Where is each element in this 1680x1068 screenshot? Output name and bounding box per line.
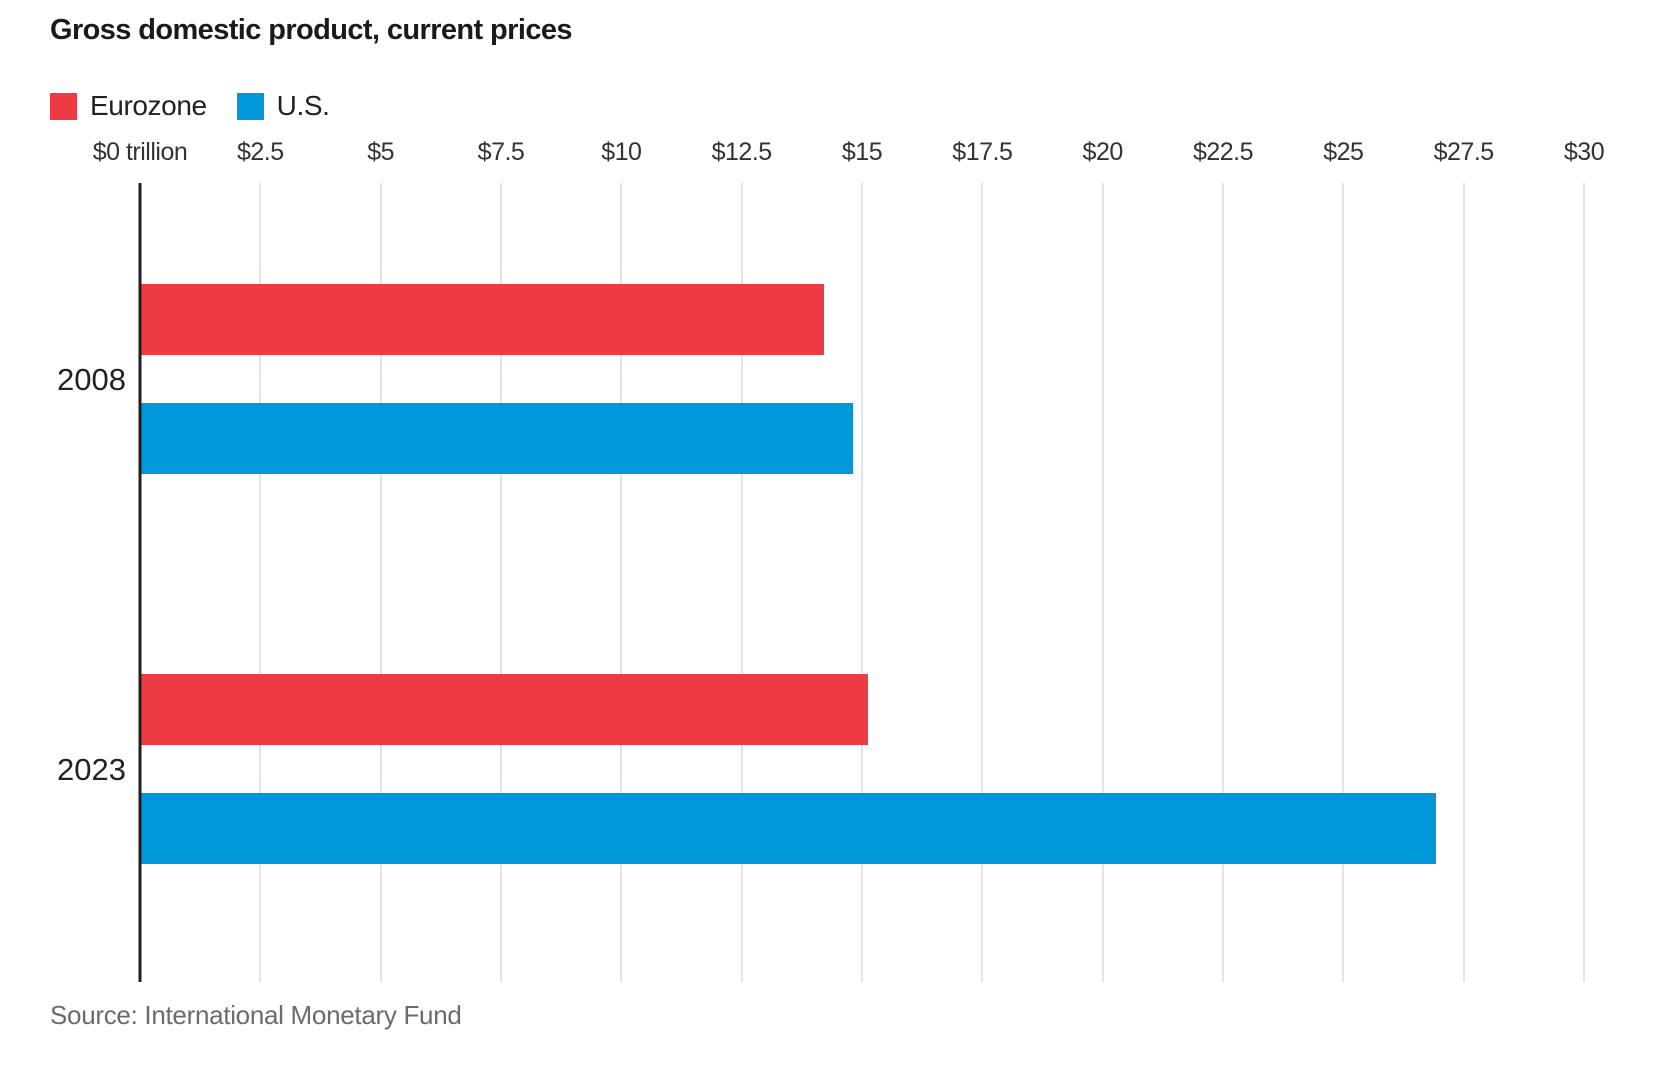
x-tick-label: $15 [841,138,883,166]
bar-eurozone-2023 [141,674,868,745]
gridline [379,183,382,982]
gridline [740,183,743,982]
legend-label-eurozone: Eurozone [90,90,207,121]
chart-title: Gross domestic product, current prices [50,14,573,46]
x-tick-label: $0 trillion [92,138,188,166]
x-tick-label: $10 [601,138,642,166]
gridline [620,183,623,982]
gridline [259,183,262,982]
x-tick-label: $20 [1082,138,1124,166]
category-label-2008: 2008 [57,362,126,397]
gridline [1462,183,1465,982]
legend-swatch-us [236,92,264,120]
x-tick-label: $5 [367,138,395,166]
gridline [1342,183,1345,982]
gridline [981,183,984,982]
x-tick-label: $2.5 [236,138,284,166]
legend-item-eurozone: Eurozone [50,90,207,122]
y-axis-line [138,183,142,982]
bar-us-2008 [141,403,854,474]
legend-item-us: U.S. [236,90,330,122]
bar-eurozone-2008 [141,284,825,355]
x-tick-label: $27.5 [1433,138,1495,166]
gridline [1101,183,1104,982]
gridline [1222,183,1224,982]
legend: Eurozone U.S. [50,90,330,122]
category-label-2023: 2023 [57,752,126,787]
x-tick-label: $30 [1563,138,1605,166]
x-tick-label: $7.5 [477,138,525,166]
x-tick-label: $22.5 [1192,138,1254,166]
x-tick-label: $12.5 [711,138,773,166]
legend-label-us: U.S. [276,90,330,121]
gridline [1583,183,1585,982]
source-note: Source: International Monetary Fund [50,1000,462,1030]
x-tick-label: $25 [1323,138,1364,166]
gridline [500,183,502,982]
x-tick-label: $17.5 [952,138,1013,166]
gridline [861,183,863,982]
legend-swatch-eurozone [50,92,77,120]
bar-us-2023 [141,793,1436,864]
